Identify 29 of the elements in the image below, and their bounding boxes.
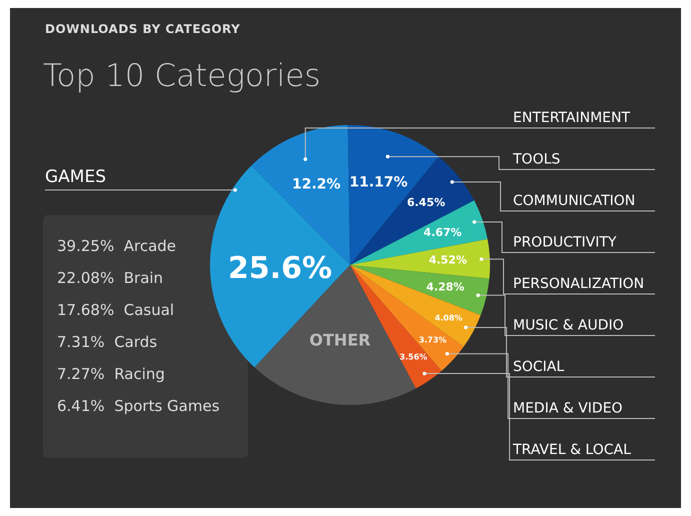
- slice-label: PERSONALIZATION: [513, 276, 644, 292]
- slice-label: ENTERTAINMENT: [513, 110, 630, 126]
- data-label: 4.67%: [424, 226, 462, 239]
- text: 6.41% Sports Games: [57, 397, 221, 417]
- slice-label: MEDIA & VIDEO: [513, 400, 623, 416]
- slice-label: MUSIC & AUDIO: [513, 318, 624, 334]
- text: 39.25% Arcade: [57, 237, 176, 255]
- text: 7.27% Racing: [57, 365, 166, 385]
- slice-label: TRAVEL & LOCAL: [512, 442, 632, 458]
- data-label: 12.2%: [292, 176, 341, 193]
- chart-subtitle: DOWNLOADS BY CATEGORY: [45, 22, 240, 36]
- slice-label: GAMES: [45, 167, 106, 187]
- slice-label: PRODUCTIVITY: [513, 234, 617, 250]
- slice-label: COMMUNICATION: [513, 193, 636, 209]
- chart-title: Top 10 Categories: [43, 58, 320, 94]
- text: 17.68% Casual: [57, 301, 176, 321]
- data-label: 11.17%: [349, 174, 408, 191]
- text: 22.08% Brain: [57, 269, 164, 287]
- slice-label: SOCIAL: [513, 359, 564, 375]
- text: 7.31% Cards: [57, 333, 158, 353]
- data-label: 4.08%: [434, 313, 462, 322]
- data-label: 25.6%: [228, 250, 332, 286]
- data-label: 3.73%: [418, 336, 447, 345]
- data-label: 4.52%: [428, 254, 467, 267]
- data-label: 4.28%: [426, 280, 464, 294]
- slice-label: TOOLS: [512, 152, 560, 168]
- data-label: 6.45%: [406, 196, 446, 210]
- data-label: 3.56%: [400, 352, 428, 362]
- slice-label: OTHER: [309, 330, 371, 350]
